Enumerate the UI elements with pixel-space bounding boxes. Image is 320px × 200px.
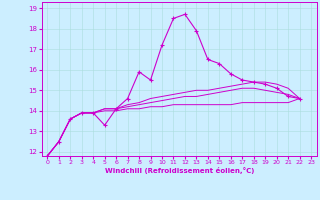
X-axis label: Windchill (Refroidissement éolien,°C): Windchill (Refroidissement éolien,°C) [105,167,254,174]
